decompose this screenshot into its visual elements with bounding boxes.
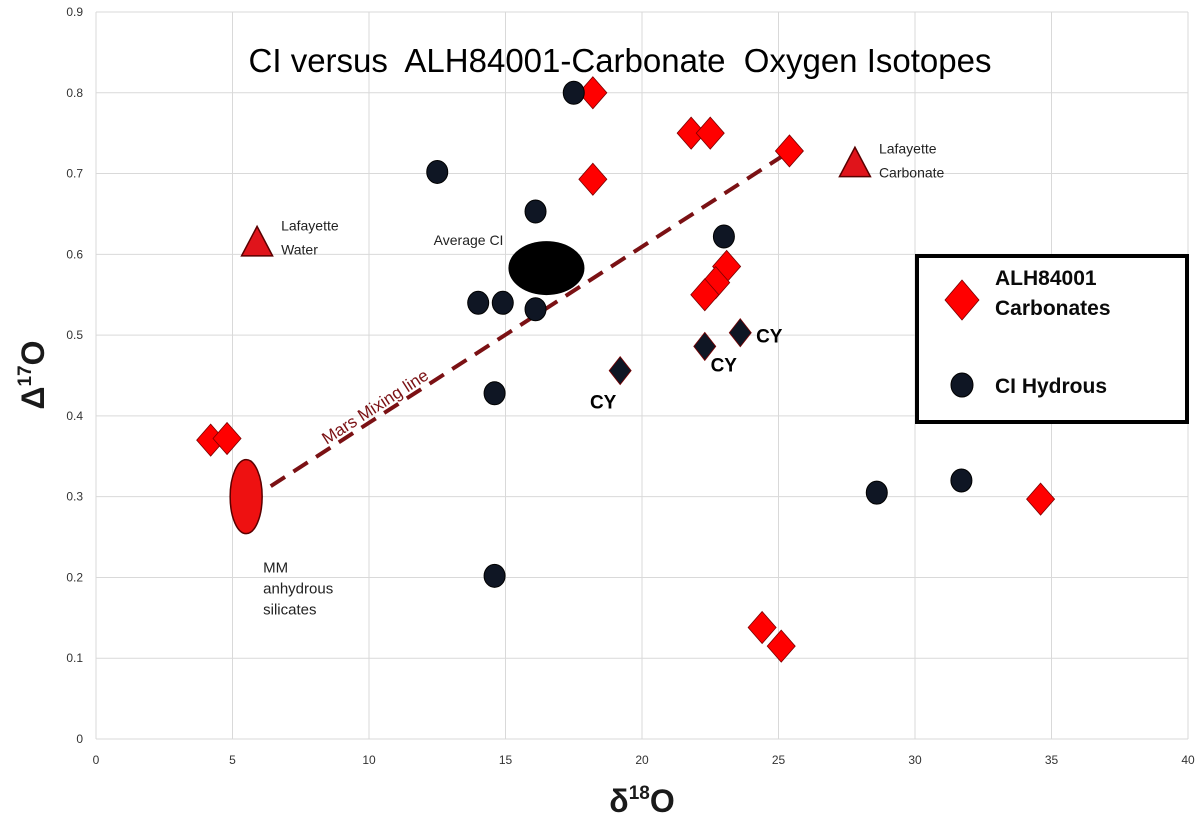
y-tick-label: 0.8 (66, 86, 83, 100)
average-ci-marker (508, 241, 585, 296)
x-axis-label: δ18O (609, 783, 674, 819)
average-ci-label: Average CI (434, 232, 504, 248)
chart-title: CI versus ALH84001-Carbonate Oxygen Isot… (249, 42, 992, 79)
y-tick-label: 0.3 (66, 490, 83, 504)
ci-hydrous-point (483, 381, 506, 406)
alh84001-carbonate-point (747, 610, 777, 645)
cy-label: CY (590, 393, 617, 414)
y-tick-label: 0.7 (66, 167, 83, 181)
mixing-line-label: Mars Mixing line (319, 366, 433, 449)
x-tick-label: 10 (362, 753, 376, 767)
data-points (196, 76, 1056, 663)
legend-carbonate-label-line: Carbonates (995, 297, 1111, 320)
ci-hydrous-point (865, 480, 888, 505)
legend-carbonate-label-line: ALH84001 (995, 267, 1097, 290)
ci-hydrous-point (562, 80, 585, 105)
ci-hydrous-point (524, 199, 547, 224)
y-tick-label: 0 (76, 732, 83, 746)
x-axis-ticks: 0 5 10 15 20 25 30 35 40 (93, 753, 1195, 767)
x-tick-label: 35 (1045, 753, 1059, 767)
legend-hydrous-label: CI Hydrous (995, 375, 1107, 398)
x-tick-label: 5 (229, 753, 236, 767)
x-axis-label-tail: O (650, 783, 675, 819)
ci-hydrous-point (950, 468, 973, 493)
mm-anhydrous-marker (229, 458, 263, 535)
x-tick-label: 0 (93, 753, 100, 767)
legend-hydrous-marker (950, 372, 974, 398)
legend-carbonate-marker (944, 279, 980, 321)
ci-hydrous-point (467, 290, 490, 315)
lafayette-carbonate-marker (838, 145, 872, 178)
cy-point (608, 356, 632, 386)
lafayette-water-label-line: Lafayette (281, 218, 339, 234)
x-tick-label: 15 (499, 753, 513, 767)
x-tick-label: 20 (635, 753, 649, 767)
alh84001-carbonate-point (212, 421, 242, 456)
ci-hydrous-point (483, 563, 506, 588)
alh84001-carbonate-point (774, 134, 804, 168)
y-tick-label: 0.6 (66, 247, 83, 261)
ci-hydrous-point (712, 224, 735, 249)
ci-hydrous-point (524, 297, 547, 322)
y-tick-label: 0.5 (66, 328, 83, 342)
x-tick-label: 40 (1181, 753, 1195, 767)
ci-hydrous-point (491, 290, 514, 315)
y-axis-label: Δ17O (15, 340, 51, 409)
mm-anhydrous-label-line: silicates (263, 602, 316, 619)
alh84001-carbonate-point (578, 162, 608, 196)
lafayette-water-marker (240, 224, 274, 257)
cy-labels: CY CY CY (590, 327, 783, 414)
cy-label: CY (711, 355, 738, 376)
x-axis-label-sup: 18 (629, 783, 650, 804)
mm-anhydrous-label-line: anhydrous (263, 581, 333, 598)
special-points: Average CI MM anhydrous silicates Lafayette W… (229, 140, 945, 619)
alh84001-carbonate-point (1026, 482, 1056, 516)
y-tick-label: 0.2 (66, 570, 83, 584)
ci-hydrous-point (426, 159, 449, 184)
mars-mixing-line (269, 151, 788, 488)
y-tick-label: 0.4 (66, 409, 83, 423)
cy-label: CY (756, 327, 783, 348)
mm-anhydrous-label-line: MM (263, 560, 288, 577)
y-axis-ticks: 0 0.1 0.2 0.3 0.4 0.5 0.6 0.7 0.8 0.9 (66, 5, 83, 746)
y-tick-label: 0.1 (66, 651, 83, 665)
y-axis-label-base: Δ (15, 387, 51, 410)
legend: ALH84001 Carbonates CI Hydrous (915, 254, 1189, 424)
lafayette-carbonate-label-line: Lafayette (879, 140, 937, 156)
legend-entries: ALH84001 Carbonates CI Hydrous (944, 267, 1111, 398)
y-tick-label: 0.9 (66, 5, 83, 19)
x-tick-label: 25 (772, 753, 786, 767)
cy-point (728, 318, 752, 348)
y-axis-label-sup: 17 (15, 365, 36, 386)
x-axis-label-base: δ (609, 783, 628, 819)
lafayette-water-label-line: Water (281, 242, 318, 258)
alh84001-carbonate-point (695, 116, 725, 150)
alh84001-carbonate-point (690, 278, 720, 312)
y-axis-label-tail: O (15, 340, 51, 365)
lafayette-carbonate-label-line: Carbonate (879, 164, 945, 180)
x-tick-label: 30 (908, 753, 922, 767)
cy-point (693, 331, 717, 362)
alh84001-carbonate-point (766, 629, 796, 663)
